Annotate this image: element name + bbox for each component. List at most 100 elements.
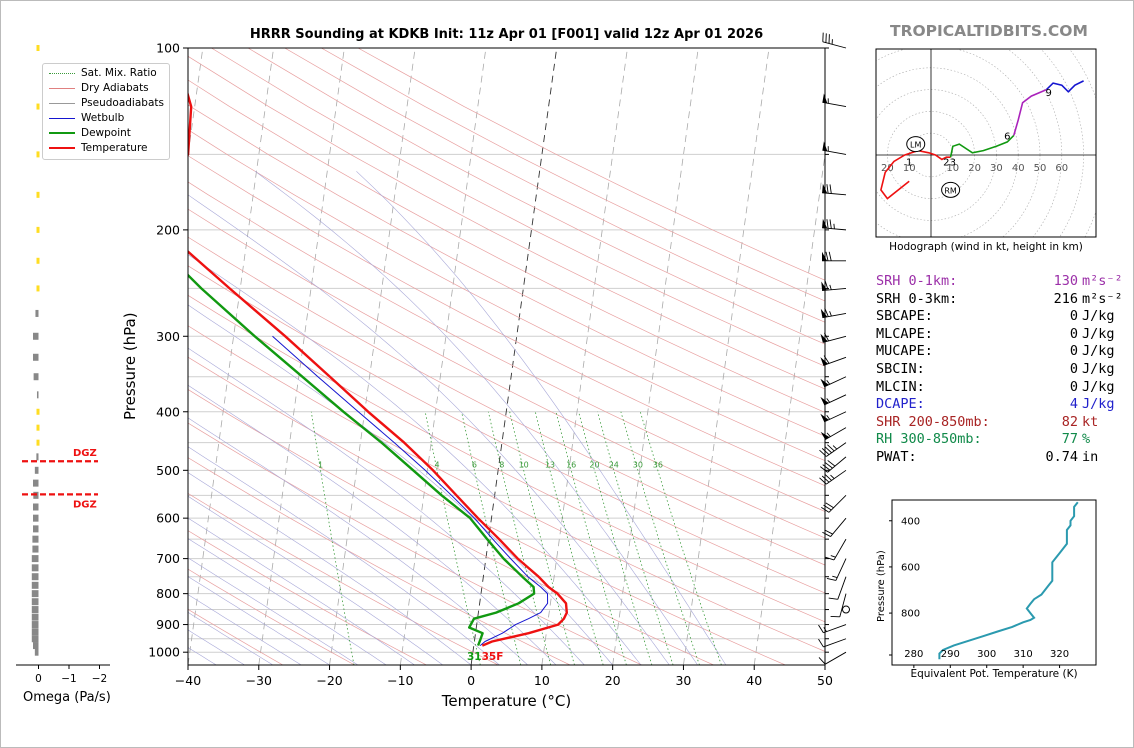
barb-flag xyxy=(820,357,829,366)
pseudoadiabat xyxy=(254,171,698,665)
wind-barb xyxy=(825,538,847,561)
barb-shaft xyxy=(839,593,847,617)
calm-circle xyxy=(842,605,850,614)
x-tick-label: −40 xyxy=(175,673,201,688)
barb-flag xyxy=(821,281,828,291)
theta-e-line xyxy=(938,501,1079,660)
omega-bar xyxy=(33,525,39,533)
barb-half xyxy=(830,474,835,479)
index-unit: % xyxy=(1082,431,1091,448)
dry-adiabat xyxy=(188,568,355,665)
isotherm xyxy=(329,48,416,665)
index-row: MLCAPE: 0 J/kg xyxy=(876,326,1115,344)
dry-adiabat xyxy=(321,48,825,302)
wind-barb xyxy=(818,651,847,665)
barb-full xyxy=(828,597,838,600)
barb-shaft xyxy=(835,558,847,581)
hodo-segment xyxy=(1013,88,1047,136)
omega-bar xyxy=(31,613,39,621)
barb-half xyxy=(826,379,831,385)
legend-label: Pseudoadiabats xyxy=(81,97,164,109)
pseudoadiabat xyxy=(188,347,585,665)
hodo-ring-label: 10 xyxy=(946,163,959,174)
legend-item: Sat. Mix. Ratio xyxy=(49,66,157,80)
mixing-ratio-line xyxy=(424,411,481,665)
index-value: 82 xyxy=(1061,413,1078,430)
mixing-ratio-line xyxy=(578,411,653,665)
dry-adiabat xyxy=(188,294,825,623)
index-row: SRH 0-1km: 130 m²s⁻² xyxy=(876,273,1123,291)
wind-barb xyxy=(828,576,847,600)
index-value: 0 xyxy=(1069,308,1078,325)
index-label: RH 300-850mb: xyxy=(876,431,982,448)
barb-full xyxy=(827,444,835,452)
dry-adiabat xyxy=(188,129,825,462)
pseudoadiabat xyxy=(188,254,642,665)
legend-swatch xyxy=(49,117,75,119)
mixing-ratio-label: 6 xyxy=(472,460,477,469)
dry-adiabat xyxy=(188,422,642,665)
mixing-ratio-label: 10 xyxy=(519,460,529,469)
index-unit: J/kg xyxy=(1082,396,1115,413)
barb-full xyxy=(818,638,824,648)
isotherm xyxy=(753,151,825,665)
legend-item: Temperature xyxy=(49,141,148,155)
theta-e-x-label: Equivalent Pot. Temperature (K) xyxy=(910,668,1078,680)
dry-adiabat xyxy=(188,356,786,665)
legend-swatch xyxy=(49,87,75,89)
wind-barb xyxy=(822,32,847,49)
barb-full xyxy=(819,477,827,485)
index-label: SBCIN: xyxy=(876,361,925,377)
barb-full xyxy=(826,577,836,581)
wetbulb-line xyxy=(272,335,549,646)
barb-flag xyxy=(820,413,829,422)
pseudoadiabat xyxy=(188,611,274,665)
index-label: DCAPE: xyxy=(876,396,925,413)
omega-bar xyxy=(35,309,39,317)
isotherm xyxy=(541,48,628,665)
omega-bar xyxy=(31,621,39,629)
dry-adiabat xyxy=(188,104,825,437)
index-row: SBCAPE: 0 J/kg xyxy=(876,308,1115,326)
hodo-height-label: 9 xyxy=(1046,88,1052,99)
barb-flag xyxy=(822,218,828,229)
index-unit: m²s⁻² xyxy=(1082,273,1123,289)
index-label: SHR 200-850mb: xyxy=(876,413,990,430)
temperature-line xyxy=(188,90,568,647)
mixing-ratio-line xyxy=(620,411,700,665)
barb-shaft xyxy=(822,313,847,319)
barb-full xyxy=(824,462,833,469)
wind-barb xyxy=(822,183,847,196)
wind-barb xyxy=(820,394,847,406)
y-tick-label: 300 xyxy=(156,329,180,344)
wind-barb xyxy=(820,355,847,366)
index-value: 0 xyxy=(1069,325,1078,342)
mixing-ratio-label: 36 xyxy=(653,460,663,469)
barb-half xyxy=(829,284,832,290)
index-row: PWAT: 0.74 in xyxy=(876,449,1098,467)
barb-full xyxy=(824,281,829,291)
omega-bar xyxy=(31,606,39,614)
index-label: SRH 0-1km: xyxy=(876,273,958,289)
wind-barb xyxy=(818,624,847,634)
skewt-frame xyxy=(187,47,826,666)
legend-swatch xyxy=(49,132,75,134)
hodo-height-label: 1 xyxy=(906,158,912,169)
omega-bar xyxy=(31,564,39,572)
omega-bar xyxy=(32,535,39,543)
omega-tick-label: −2 xyxy=(92,673,107,685)
wind-barb xyxy=(819,469,847,485)
legend-item: Wetbulb xyxy=(49,111,124,125)
index-value: 0 xyxy=(1069,343,1078,360)
barb-full xyxy=(823,504,832,511)
wind-barb xyxy=(822,218,847,231)
mixing-ratio-label: 8 xyxy=(499,460,504,469)
index-value: 0 xyxy=(1069,378,1078,395)
y-tick-label: 500 xyxy=(156,463,180,478)
storm-motion-marker xyxy=(906,136,926,153)
mixing-ratio-line xyxy=(639,411,722,665)
barb-full xyxy=(821,475,830,483)
isotherm xyxy=(188,48,274,665)
barb-shaft xyxy=(833,538,847,561)
